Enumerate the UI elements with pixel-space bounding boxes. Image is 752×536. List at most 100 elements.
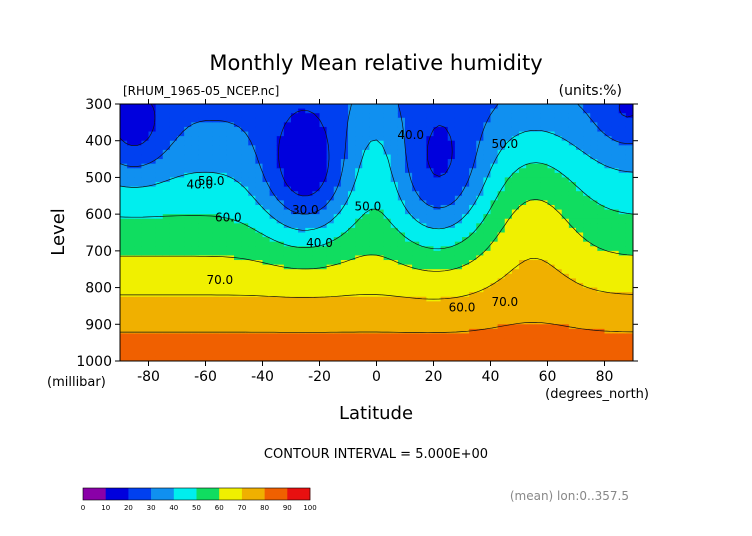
- contour-cell: [305, 159, 313, 165]
- contour-cell: [540, 305, 549, 312]
- contour-cell: [583, 232, 591, 238]
- contour-cell: [390, 140, 399, 146]
- contour-cell: [504, 356, 513, 361]
- contour-cell: [155, 305, 164, 312]
- contour-cell: [319, 195, 328, 201]
- contour-cell: [291, 182, 299, 188]
- contour-cell: [120, 333, 128, 339]
- contour-cell: [198, 232, 207, 238]
- contour-cell: [298, 264, 306, 270]
- contour-cell: [241, 310, 249, 316]
- contour-cell: [611, 292, 620, 298]
- contour-cell: [533, 333, 541, 339]
- contour-cell: [412, 209, 420, 215]
- contour-cell: [511, 347, 520, 353]
- contour-cell: [269, 269, 278, 275]
- contour-cell: [283, 237, 292, 243]
- contour-cell: [511, 310, 520, 316]
- contour-cell: [340, 168, 349, 174]
- contour-cell: [148, 269, 157, 275]
- contour-cell: [262, 154, 271, 160]
- contour-cell: [611, 172, 620, 179]
- contour-cell: [540, 301, 549, 307]
- contour-cell: [390, 232, 399, 238]
- contour-cell: [440, 136, 449, 142]
- contour-cell: [355, 227, 363, 234]
- contour-cell: [127, 333, 135, 339]
- contour-cell: [162, 310, 171, 316]
- contour-cell: [162, 278, 171, 284]
- contour-cell: [305, 204, 313, 211]
- contour-cell: [526, 172, 534, 179]
- contour-cell: [212, 168, 221, 174]
- contour-cell: [483, 113, 492, 119]
- contour-cell: [397, 255, 406, 261]
- contour-cell: [390, 218, 399, 224]
- colorbar-swatch: [241, 488, 265, 500]
- contour-cell: [333, 186, 342, 192]
- contour-cell: [547, 246, 556, 252]
- contour-cell: [248, 136, 256, 142]
- contour-cell: [590, 113, 598, 119]
- contour-cell: [348, 214, 356, 220]
- contour-cell: [440, 273, 449, 279]
- contour-cell: [127, 347, 135, 353]
- contour-cell: [355, 351, 363, 358]
- contour-cell: [305, 347, 313, 353]
- contour-cell: [134, 296, 142, 302]
- contour-cell: [248, 149, 256, 156]
- contour-cell: [305, 168, 313, 174]
- contour-cell: [219, 319, 228, 325]
- contour-cell: [333, 333, 342, 339]
- contour-cell: [333, 319, 342, 325]
- contour-cell: [383, 200, 392, 206]
- contour-cell: [326, 149, 335, 156]
- contour-cell: [120, 209, 128, 215]
- contour-cell: [312, 177, 321, 183]
- contour-cell: [526, 117, 534, 123]
- contour-cell: [447, 237, 456, 243]
- contour-cell: [440, 315, 449, 321]
- contour-cell: [177, 145, 185, 151]
- contour-cell: [255, 232, 264, 238]
- contour-cell: [504, 149, 513, 156]
- contour-cell: [191, 200, 199, 206]
- contour-cell: [155, 117, 164, 123]
- contour-cell: [540, 328, 549, 335]
- contour-cell: [561, 305, 570, 312]
- contour-cell: [127, 108, 135, 114]
- contour-cell: [198, 136, 207, 142]
- contour-cell: [583, 223, 591, 229]
- contour-cell: [469, 172, 477, 179]
- contour-cell: [226, 328, 235, 335]
- contour-cell: [597, 122, 606, 128]
- contour-cell: [255, 113, 264, 119]
- contour-cell: [625, 324, 633, 330]
- contour-cell: [269, 255, 278, 261]
- contour-cell: [226, 273, 235, 279]
- contour-cell: [127, 310, 135, 316]
- contour-cell: [476, 287, 484, 293]
- contour-cell: [561, 356, 570, 361]
- contour-cell: [533, 347, 541, 353]
- contour-cell: [305, 319, 313, 325]
- contour-cell: [291, 113, 299, 119]
- contour-cell: [226, 315, 235, 321]
- contour-cell: [305, 333, 313, 339]
- contour-cell: [554, 237, 563, 243]
- contour-cell: [248, 315, 256, 321]
- contour-cell: [604, 264, 613, 270]
- contour-cell: [205, 168, 214, 174]
- contour-cell: [576, 255, 584, 261]
- contour-cell: [283, 338, 292, 344]
- contour-cell: [447, 117, 456, 123]
- contour-cell: [141, 104, 150, 110]
- contour-cell: [469, 301, 477, 307]
- contour-cell: [283, 108, 292, 114]
- contour-cell: [184, 338, 192, 344]
- contour-cell: [469, 278, 477, 284]
- contour-cell: [383, 177, 392, 183]
- contour-cell: [212, 136, 221, 142]
- contour-cell: [241, 264, 249, 270]
- contour-cell: [625, 250, 633, 257]
